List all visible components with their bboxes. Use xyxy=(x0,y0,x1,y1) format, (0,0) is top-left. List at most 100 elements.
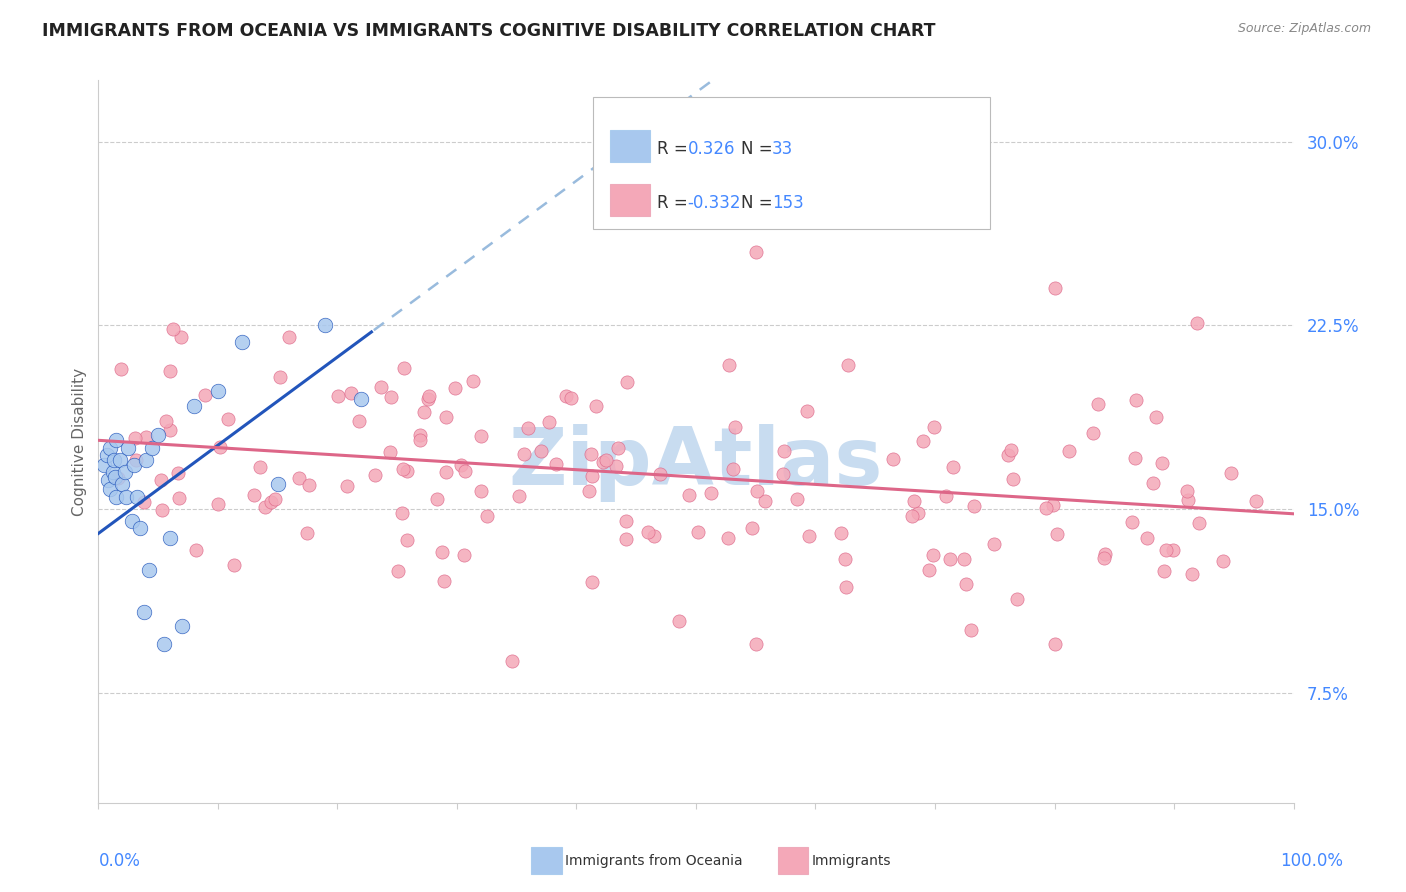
Point xyxy=(392,461,415,475)
Point xyxy=(1035,500,1057,515)
Point xyxy=(380,390,402,404)
Point xyxy=(115,490,138,504)
Text: 0.0%: 0.0% xyxy=(98,852,141,870)
Point xyxy=(718,358,741,372)
Point xyxy=(530,444,553,458)
Point xyxy=(637,525,659,540)
Text: ZipAtlas: ZipAtlas xyxy=(509,425,883,502)
Point xyxy=(124,431,146,445)
Point xyxy=(396,533,419,547)
Point xyxy=(953,551,976,566)
Point xyxy=(614,514,637,528)
Point xyxy=(581,446,603,460)
Text: 0.326: 0.326 xyxy=(688,140,735,158)
Point xyxy=(1161,542,1184,557)
Point xyxy=(155,414,177,428)
Point xyxy=(172,619,194,633)
Point xyxy=(560,391,582,405)
Point xyxy=(254,500,277,515)
Text: -0.332: -0.332 xyxy=(688,194,741,211)
Point xyxy=(315,318,337,333)
Point xyxy=(159,531,181,545)
Point xyxy=(997,448,1019,462)
Point xyxy=(745,484,768,499)
Point xyxy=(217,411,239,425)
Point xyxy=(592,454,614,468)
Point xyxy=(378,445,401,459)
Point xyxy=(1153,564,1175,578)
Point xyxy=(148,428,170,442)
Point xyxy=(278,330,301,344)
Point xyxy=(194,388,217,402)
Point xyxy=(336,479,359,493)
Text: IMMIGRANTS FROM OCEANIA VS IMMIGRANTS COGNITIVE DISABILITY CORRELATION CHART: IMMIGRANTS FROM OCEANIA VS IMMIGRANTS CO… xyxy=(42,22,935,40)
Point xyxy=(1150,456,1173,470)
Point xyxy=(922,420,945,434)
Point xyxy=(797,529,820,543)
Point xyxy=(837,358,859,372)
Point xyxy=(1087,396,1109,410)
Point xyxy=(101,465,124,479)
Point xyxy=(700,486,723,500)
Text: 33: 33 xyxy=(772,140,793,158)
Point xyxy=(249,460,271,475)
Point xyxy=(643,529,665,543)
Point xyxy=(153,637,176,651)
Point xyxy=(267,477,290,491)
Point xyxy=(772,444,794,458)
Point xyxy=(159,364,181,378)
Point xyxy=(918,563,941,577)
Point xyxy=(1059,444,1081,458)
Point xyxy=(581,574,603,589)
Point xyxy=(555,389,578,403)
Point xyxy=(1123,450,1146,465)
Point xyxy=(745,244,768,259)
Point xyxy=(104,470,127,484)
Point xyxy=(444,381,467,395)
Point xyxy=(135,430,157,444)
Point xyxy=(408,427,430,442)
Point xyxy=(1212,554,1234,568)
Text: Source: ZipAtlas.com: Source: ZipAtlas.com xyxy=(1237,22,1371,36)
Text: Immigrants: Immigrants xyxy=(811,854,891,868)
Point xyxy=(114,465,136,479)
Point xyxy=(1002,472,1025,486)
Point xyxy=(1144,409,1167,424)
Point xyxy=(1185,316,1208,330)
Point xyxy=(1177,493,1199,508)
Point xyxy=(453,548,475,562)
Point xyxy=(134,495,156,509)
Point xyxy=(170,329,193,343)
Point xyxy=(983,537,1005,551)
Point xyxy=(796,404,818,418)
Point xyxy=(1005,591,1028,606)
Point xyxy=(364,468,387,483)
Point xyxy=(585,399,607,413)
Point xyxy=(209,440,232,454)
Point xyxy=(830,526,852,541)
Point xyxy=(1121,515,1143,529)
Point xyxy=(607,442,630,456)
Text: R =: R = xyxy=(657,140,693,158)
Text: Immigrants from Oceania: Immigrants from Oceania xyxy=(565,854,742,868)
Point xyxy=(1043,281,1066,295)
Point xyxy=(1136,531,1159,545)
Point xyxy=(138,563,160,577)
Point xyxy=(723,462,745,476)
Point xyxy=(184,542,207,557)
Point xyxy=(882,452,904,467)
Point xyxy=(1083,426,1105,441)
Point xyxy=(183,399,205,413)
Point xyxy=(513,447,536,461)
Point xyxy=(141,441,163,455)
Point xyxy=(295,525,318,540)
Point xyxy=(935,489,957,503)
Text: 153: 153 xyxy=(772,194,804,211)
Point xyxy=(959,623,981,637)
Point xyxy=(167,491,190,505)
Point xyxy=(370,380,392,394)
Point xyxy=(1220,466,1243,480)
Point xyxy=(605,458,627,473)
Point xyxy=(470,429,492,443)
Text: R =: R = xyxy=(657,194,693,211)
